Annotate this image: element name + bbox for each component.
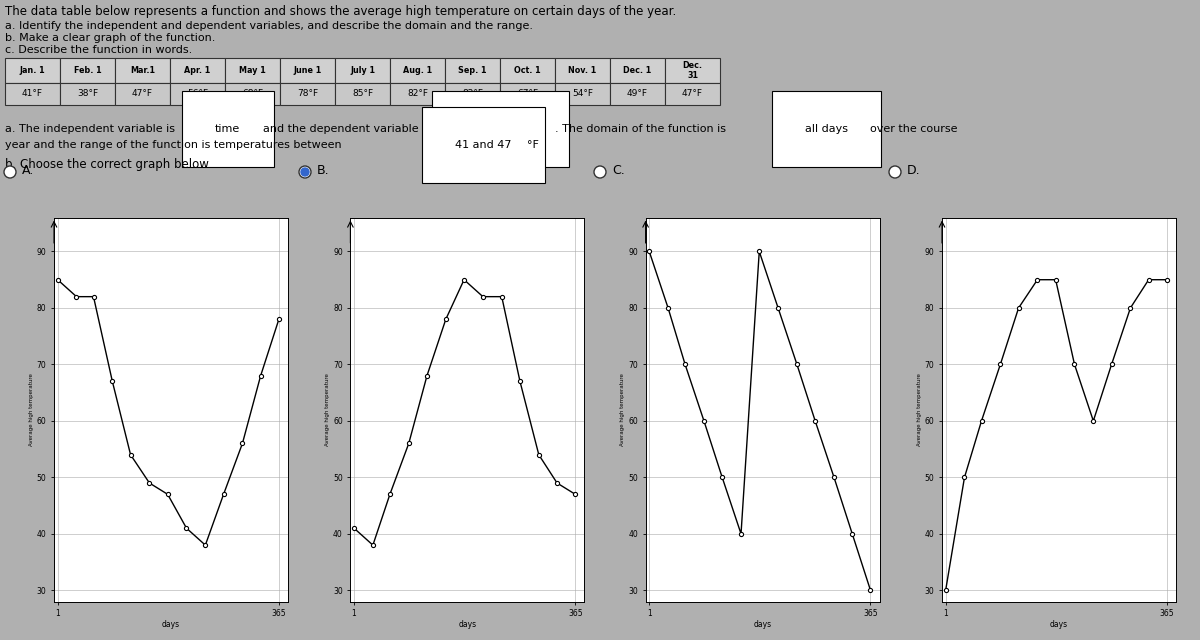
Bar <box>445 83 500 105</box>
Bar <box>665 58 720 83</box>
X-axis label: days: days <box>162 620 180 628</box>
Text: 41°F: 41°F <box>22 90 43 99</box>
Circle shape <box>299 166 311 178</box>
Bar <box>554 58 610 83</box>
Text: D.: D. <box>907 163 920 177</box>
Text: °F: °F <box>527 140 539 150</box>
Text: 41 and 47: 41 and 47 <box>455 140 511 150</box>
Text: Mar.1: Mar.1 <box>130 66 155 75</box>
Text: The data table below represents a function and shows the average high temperatur: The data table below represents a functi… <box>5 5 677 18</box>
Text: B.: B. <box>317 163 330 177</box>
Bar <box>335 83 390 105</box>
Text: Oct. 1: Oct. 1 <box>514 66 541 75</box>
Text: 82°F: 82°F <box>407 90 428 99</box>
Text: May 1: May 1 <box>239 66 266 75</box>
X-axis label: days: days <box>754 620 772 628</box>
Text: Aug. 1: Aug. 1 <box>403 66 432 75</box>
Bar <box>226 58 280 83</box>
Text: temperature: temperature <box>466 124 535 134</box>
Bar <box>5 58 60 83</box>
Bar <box>390 83 445 105</box>
Text: 47°F: 47°F <box>682 90 703 99</box>
Text: Feb. 1: Feb. 1 <box>73 66 101 75</box>
Text: Dec. 1: Dec. 1 <box>623 66 652 75</box>
Text: . The domain of the function is: . The domain of the function is <box>554 124 726 134</box>
Bar <box>60 58 115 83</box>
Bar <box>226 83 280 105</box>
Y-axis label: Average high temperature: Average high temperature <box>325 373 330 446</box>
X-axis label: days: days <box>458 620 476 628</box>
Bar <box>610 58 665 83</box>
Text: b. Make a clear graph of the function.: b. Make a clear graph of the function. <box>5 33 215 43</box>
Text: b. Choose the correct graph below.: b. Choose the correct graph below. <box>5 158 211 171</box>
Text: 49°F: 49°F <box>628 90 648 99</box>
Text: year and the range of the function is temperatures between: year and the range of the function is te… <box>5 140 342 150</box>
Bar <box>665 83 720 105</box>
Text: Dec.
31: Dec. 31 <box>683 61 702 80</box>
Bar <box>390 58 445 83</box>
Text: 67°F: 67°F <box>517 90 538 99</box>
Bar <box>170 58 226 83</box>
Text: and the dependent variable is: and the dependent variable is <box>263 124 431 134</box>
Bar <box>60 83 115 105</box>
Bar <box>554 83 610 105</box>
Text: 78°F: 78°F <box>296 90 318 99</box>
Text: 68°F: 68°F <box>242 90 263 99</box>
Y-axis label: Average high temperature: Average high temperature <box>917 373 922 446</box>
Text: all days: all days <box>805 124 848 134</box>
Text: Sep. 1: Sep. 1 <box>458 66 487 75</box>
Bar <box>115 58 170 83</box>
Bar <box>280 83 335 105</box>
Bar <box>500 58 554 83</box>
Text: Jan. 1: Jan. 1 <box>19 66 46 75</box>
Text: time: time <box>215 124 240 134</box>
Circle shape <box>594 166 606 178</box>
Circle shape <box>301 168 310 176</box>
Bar <box>280 58 335 83</box>
Text: July 1: July 1 <box>350 66 374 75</box>
Text: A.: A. <box>22 163 35 177</box>
Text: over the course: over the course <box>870 124 958 134</box>
Text: Apr. 1: Apr. 1 <box>185 66 211 75</box>
Bar <box>5 83 60 105</box>
Text: June 1: June 1 <box>293 66 322 75</box>
Bar <box>115 83 170 105</box>
Text: 82°F: 82°F <box>462 90 482 99</box>
Bar <box>610 83 665 105</box>
Bar <box>500 83 554 105</box>
Text: a. Identify the independent and dependent variables, and describe the domain and: a. Identify the independent and dependen… <box>5 21 533 31</box>
Bar <box>170 83 226 105</box>
X-axis label: days: days <box>1050 620 1068 628</box>
Circle shape <box>4 166 16 178</box>
Text: 85°F: 85°F <box>352 90 373 99</box>
Text: a. The independent variable is: a. The independent variable is <box>5 124 175 134</box>
Text: c. Describe the function in words.: c. Describe the function in words. <box>5 45 192 55</box>
Text: Nov. 1: Nov. 1 <box>569 66 596 75</box>
Text: 54°F: 54°F <box>572 90 593 99</box>
Y-axis label: Average high temperature: Average high temperature <box>620 373 625 446</box>
Circle shape <box>889 166 901 178</box>
Y-axis label: Average high temperature: Average high temperature <box>29 373 34 446</box>
Text: C.: C. <box>612 163 625 177</box>
Bar <box>445 58 500 83</box>
Text: 47°F: 47°F <box>132 90 154 99</box>
Bar <box>335 58 390 83</box>
Text: 38°F: 38°F <box>77 90 98 99</box>
Text: 56°F: 56°F <box>187 90 208 99</box>
